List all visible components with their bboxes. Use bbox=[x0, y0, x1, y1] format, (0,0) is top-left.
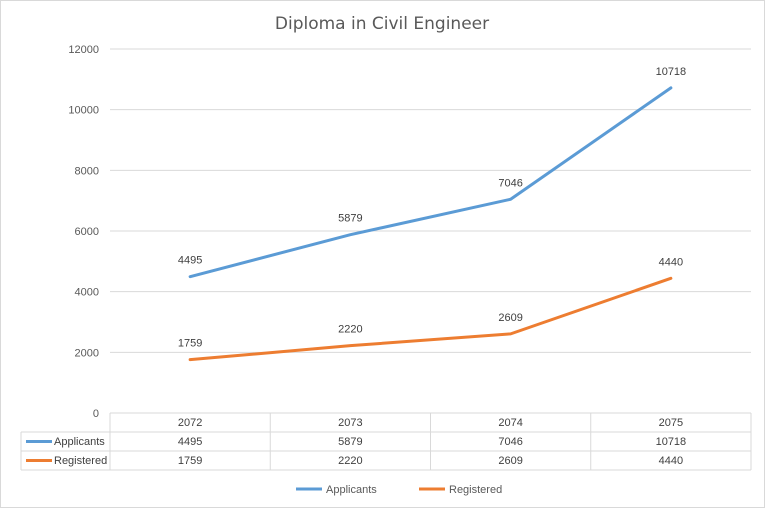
y-tick-label: 10000 bbox=[68, 105, 99, 117]
data-label: 10718 bbox=[656, 66, 687, 78]
table-series-name: Applicants bbox=[54, 436, 105, 448]
data-table: 2072 2073 2074 2075 Applicants 4495 5879 7046 10… bbox=[20, 412, 752, 471]
chart-title: Diploma in Civil Engineer bbox=[275, 14, 489, 34]
data-label: 1759 bbox=[178, 338, 202, 350]
y-tick-label: 12000 bbox=[68, 44, 99, 56]
data-label: 7046 bbox=[498, 177, 522, 189]
gridlines bbox=[110, 48, 751, 353]
table-cell: 7046 bbox=[498, 436, 522, 448]
series-line-applicants bbox=[188, 86, 673, 279]
data-label: 5879 bbox=[338, 213, 362, 225]
series-line-registered bbox=[188, 276, 673, 362]
legend-label: Registered bbox=[449, 484, 502, 496]
table-series-name: Registered bbox=[54, 455, 107, 467]
x-tick-label: 2075 bbox=[659, 417, 683, 429]
legend: Applicants Registered bbox=[296, 484, 502, 496]
data-label: 2609 bbox=[498, 312, 522, 324]
legend-label: Applicants bbox=[326, 484, 377, 496]
x-tick-label: 2072 bbox=[178, 417, 202, 429]
y-tick-label: 6000 bbox=[75, 226, 99, 238]
data-label: 2220 bbox=[338, 324, 362, 336]
table-cell: 4440 bbox=[659, 455, 683, 467]
data-label: 4495 bbox=[178, 255, 202, 267]
y-tick-label: 8000 bbox=[75, 165, 99, 177]
x-tick-label: 2074 bbox=[498, 417, 522, 429]
data-label: 4440 bbox=[659, 256, 683, 268]
y-tick-label: 2000 bbox=[75, 347, 99, 359]
y-tick-label: 4000 bbox=[75, 287, 99, 299]
y-axis-ticks: 0 2000 4000 6000 8000 10000 12000 bbox=[68, 44, 99, 420]
table-cell: 10718 bbox=[656, 436, 687, 448]
series-lines bbox=[188, 86, 673, 362]
table-cell: 2220 bbox=[338, 455, 362, 467]
x-tick-label: 2073 bbox=[338, 417, 362, 429]
data-labels: 4495 5879 7046 10718 1759 2220 2609 4440 bbox=[178, 66, 686, 350]
y-tick-label: 0 bbox=[93, 408, 99, 420]
table-cell: 2609 bbox=[498, 455, 522, 467]
table-cell: 4495 bbox=[178, 436, 202, 448]
table-cell: 5879 bbox=[338, 436, 362, 448]
table-cell: 1759 bbox=[178, 455, 202, 467]
